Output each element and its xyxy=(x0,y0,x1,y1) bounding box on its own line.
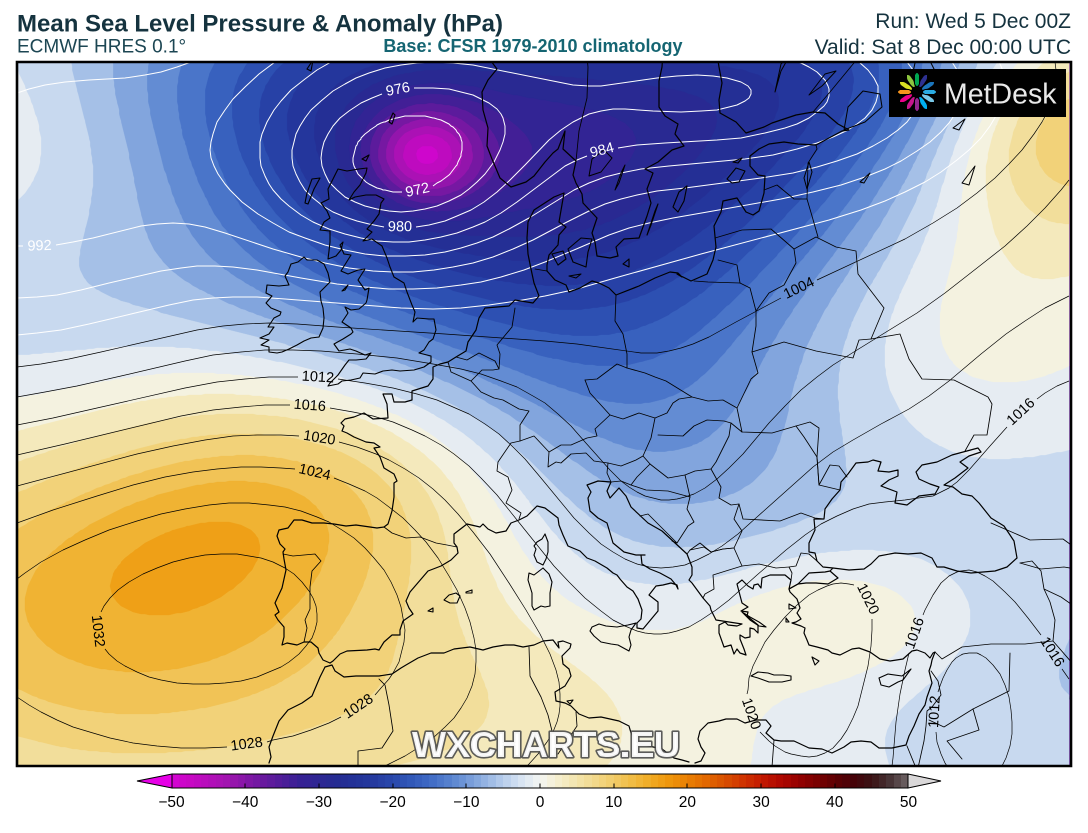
svg-text:984: 984 xyxy=(588,140,615,162)
svg-text:Run: Wed 5 Dec 00Z: Run: Wed 5 Dec 00Z xyxy=(875,10,1071,33)
svg-text:976: 976 xyxy=(385,80,412,100)
svg-text:972: 972 xyxy=(404,180,431,201)
svg-text:ECMWF HRES 0.1°: ECMWF HRES 0.1° xyxy=(17,37,186,58)
svg-text:980: 980 xyxy=(388,219,412,235)
svg-text:50: 50 xyxy=(900,794,918,811)
svg-text:1012: 1012 xyxy=(926,695,944,728)
svg-text:992: 992 xyxy=(27,238,52,255)
svg-text:−10: −10 xyxy=(453,794,480,811)
svg-text:MetDesk: MetDesk xyxy=(944,79,1057,111)
svg-text:1032: 1032 xyxy=(88,614,108,648)
svg-text:−30: −30 xyxy=(306,794,333,811)
svg-text:−20: −20 xyxy=(379,794,406,811)
svg-text:−40: −40 xyxy=(232,794,259,811)
svg-text:1012: 1012 xyxy=(301,369,334,387)
svg-text:Mean Sea Level Pressure & Anom: Mean Sea Level Pressure & Anomaly (hPa) xyxy=(17,11,503,38)
svg-text:Valid: Sat 8 Dec 00:00 UTC: Valid: Sat 8 Dec 00:00 UTC xyxy=(815,36,1071,59)
svg-text:40: 40 xyxy=(826,794,844,811)
svg-text:0: 0 xyxy=(536,794,545,811)
svg-text:20: 20 xyxy=(679,794,697,811)
svg-text:Base: CFSR 1979-2010 climatolo: Base: CFSR 1979-2010 climatology xyxy=(383,36,682,56)
svg-text:1016: 1016 xyxy=(293,397,326,415)
svg-text:1028: 1028 xyxy=(230,735,264,755)
svg-text:−50: −50 xyxy=(158,794,185,811)
svg-text:1020: 1020 xyxy=(302,428,336,449)
svg-text:1024: 1024 xyxy=(297,461,332,484)
svg-text:30: 30 xyxy=(752,794,770,811)
svg-text:10: 10 xyxy=(605,794,623,811)
